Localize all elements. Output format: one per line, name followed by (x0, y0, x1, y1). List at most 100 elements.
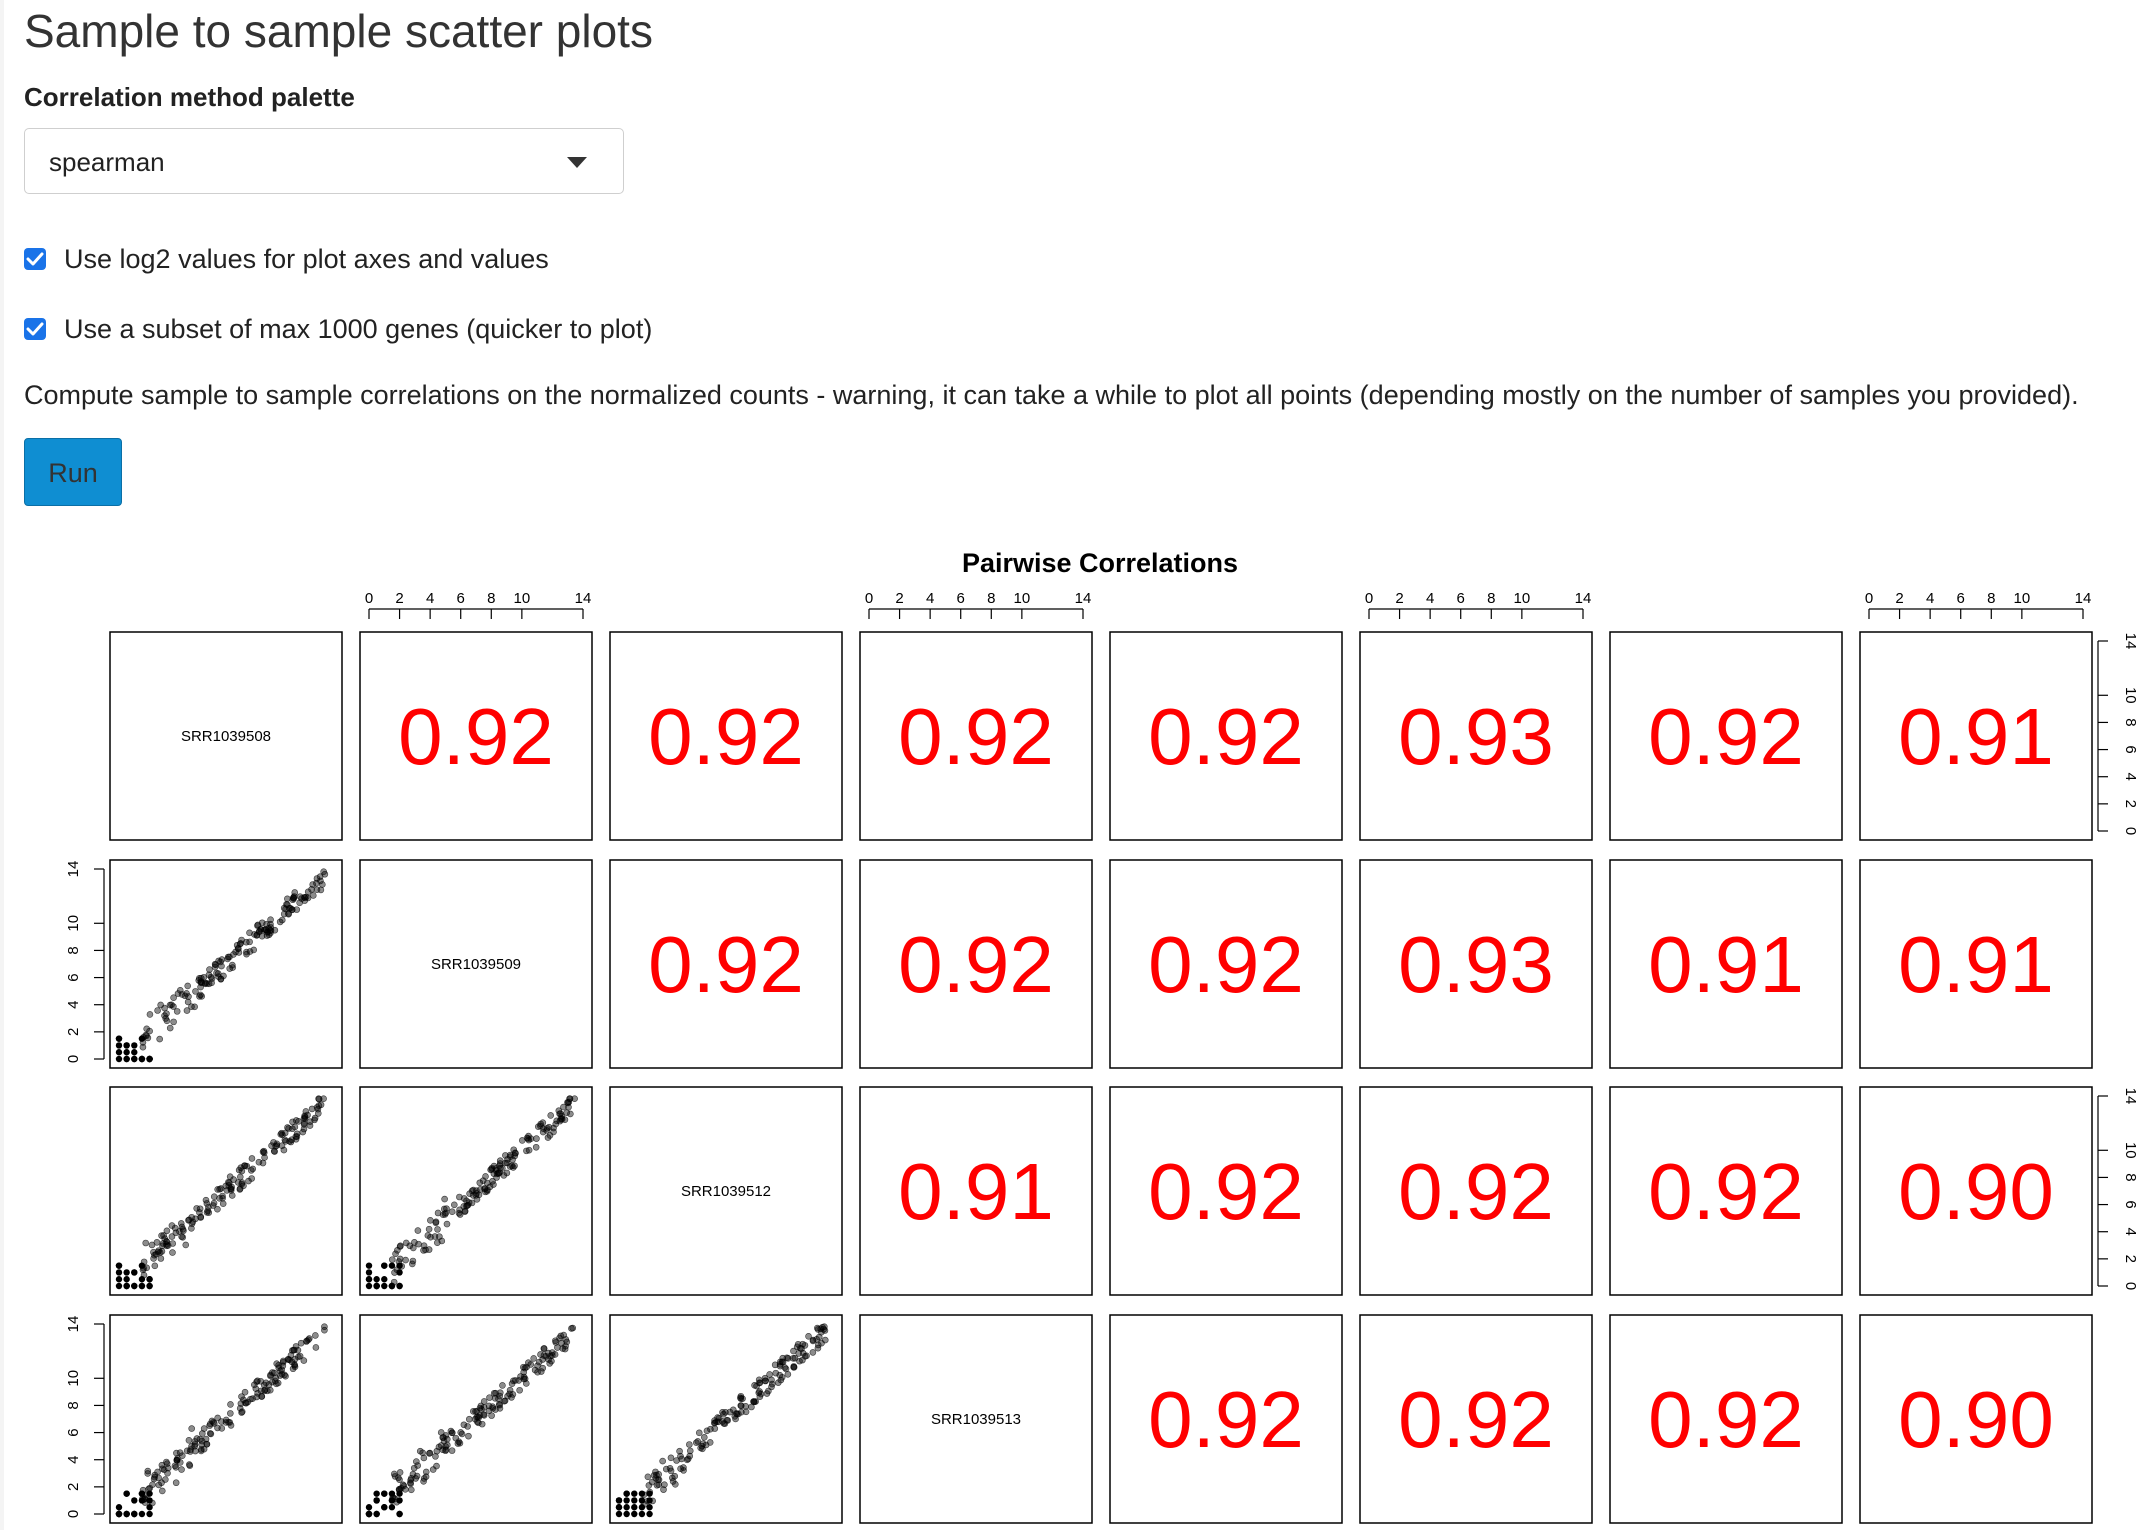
data-point (537, 1368, 545, 1375)
data-point (306, 1122, 314, 1129)
data-point (527, 1361, 535, 1368)
data-point (250, 946, 258, 954)
run-button[interactable]: Run (24, 438, 122, 506)
data-point (229, 961, 236, 969)
data-point (805, 1332, 812, 1340)
data-point (201, 979, 209, 987)
data-point (699, 1445, 706, 1453)
panel-frame (609, 631, 843, 841)
data-point (677, 1452, 684, 1460)
data-point (623, 1510, 630, 1518)
data-point (441, 1195, 448, 1203)
data-point (772, 1369, 780, 1377)
data-point (292, 1117, 300, 1124)
data-point (638, 1497, 646, 1504)
data-point (455, 1209, 463, 1217)
data-point (203, 1440, 211, 1448)
tick-label: 8 (2122, 1173, 2139, 1181)
data-point (211, 960, 219, 968)
panel-frame (359, 631, 593, 841)
tick-label: 10 (65, 915, 82, 932)
data-point (266, 1386, 274, 1394)
data-point (517, 1373, 524, 1380)
data-point (660, 1486, 667, 1493)
data-point (163, 1227, 171, 1235)
data-point (184, 982, 192, 990)
data-point (388, 1256, 396, 1263)
data-point (243, 1162, 251, 1170)
data-point (186, 1461, 193, 1468)
data-point (123, 1049, 130, 1056)
tick-label: 0 (2122, 827, 2139, 835)
data-point (442, 1446, 450, 1454)
data-point (413, 1458, 420, 1465)
data-point (154, 1248, 162, 1256)
data-point (698, 1442, 706, 1450)
data-point (463, 1197, 470, 1205)
panel-frame (1359, 1314, 1593, 1524)
subset-checkbox-row[interactable]: Use a subset of max 1000 genes (quicker … (24, 309, 652, 349)
sample-label: SRR1039513 (931, 1411, 1021, 1428)
data-point (668, 1474, 676, 1482)
data-point (448, 1429, 456, 1437)
data-point (784, 1355, 792, 1362)
log2-checkbox[interactable] (24, 248, 46, 270)
data-point (170, 1018, 177, 1026)
data-point (312, 1332, 319, 1339)
data-point (439, 1434, 447, 1441)
correlation-method-select[interactable]: spearman (24, 128, 624, 194)
tick-label: 4 (65, 1456, 82, 1464)
tick-label: 10 (514, 590, 531, 607)
tick-label: 14 (2122, 1088, 2139, 1105)
data-point (271, 926, 279, 934)
data-point (224, 955, 231, 963)
data-point (300, 1357, 308, 1364)
sample-label: SRR1039509 (431, 956, 521, 973)
data-point (488, 1412, 495, 1419)
data-point (178, 1466, 185, 1473)
sample-label: SRR1039512 (681, 1183, 771, 1200)
data-point (213, 969, 220, 977)
log2-checkbox-row[interactable]: Use log2 values for plot axes and values (24, 239, 549, 279)
data-point (693, 1439, 700, 1446)
data-point (420, 1454, 428, 1462)
data-point (511, 1162, 518, 1170)
data-point (524, 1135, 532, 1142)
data-point (172, 1479, 180, 1487)
tick-label: 4 (65, 1001, 82, 1009)
data-point (547, 1112, 555, 1119)
data-point (434, 1239, 441, 1247)
correlation-value: 0.91 (1648, 920, 1804, 1009)
data-point (279, 1358, 287, 1366)
data-point (456, 1439, 464, 1447)
correlation-value: 0.90 (1898, 1375, 2054, 1464)
data-point (188, 1220, 196, 1227)
data-point (495, 1395, 502, 1403)
data-point (799, 1349, 807, 1357)
data-point (267, 916, 274, 924)
data-point (308, 886, 315, 893)
data-point (506, 1386, 514, 1394)
data-point (115, 1510, 123, 1518)
data-point (131, 1042, 138, 1049)
tick-label: 0 (365, 590, 373, 607)
data-point (465, 1415, 473, 1423)
data-point (275, 1362, 282, 1369)
data-point (293, 1133, 301, 1140)
tick-label: 14 (2075, 590, 2092, 607)
subset-checkbox[interactable] (24, 318, 46, 340)
data-point (631, 1510, 638, 1518)
data-point (396, 1255, 404, 1263)
data-point (465, 1432, 472, 1440)
data-point (159, 1487, 166, 1495)
data-point (373, 1490, 380, 1497)
data-point (476, 1412, 483, 1419)
correlation-value: 0.93 (1398, 920, 1554, 1009)
data-point (650, 1472, 658, 1479)
data-point (214, 1205, 221, 1213)
data-point (206, 1430, 214, 1437)
data-point (149, 1481, 156, 1488)
data-point (189, 1218, 197, 1226)
data-point (504, 1392, 511, 1400)
data-point (571, 1095, 578, 1103)
